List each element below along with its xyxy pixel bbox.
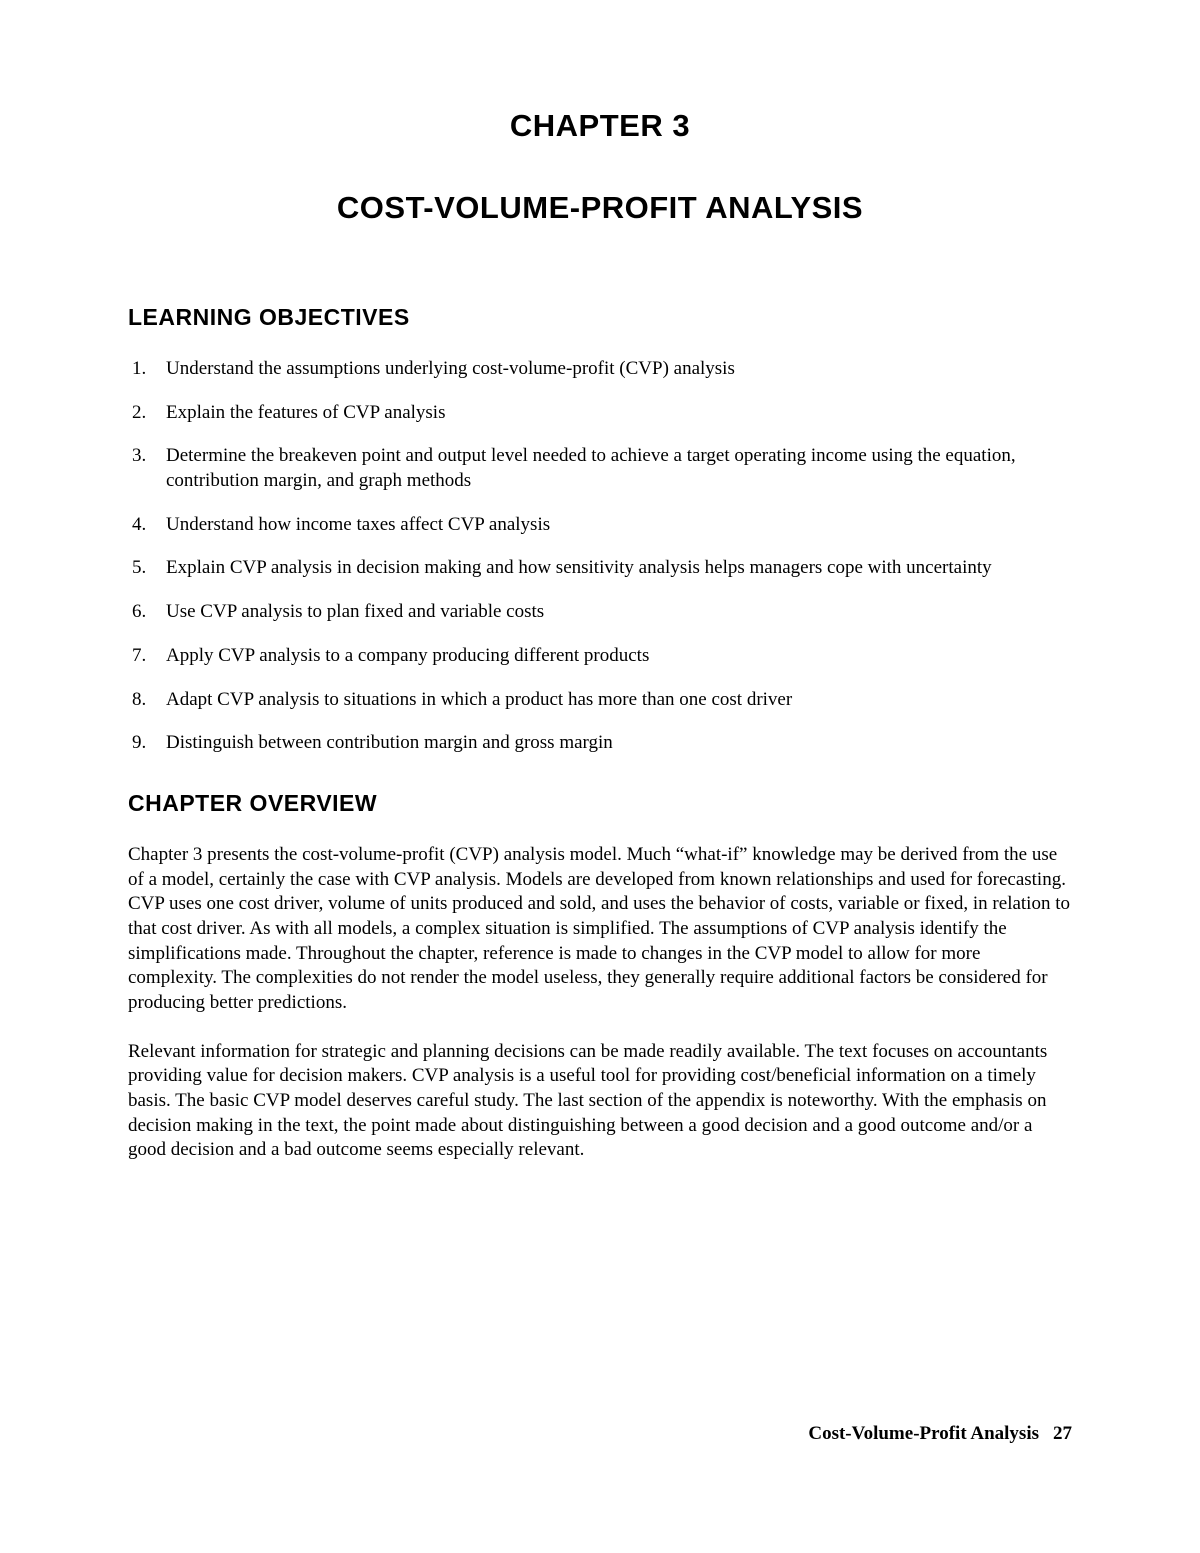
objective-text: Use CVP analysis to plan fixed and varia… [166,600,1072,625]
objective-number: 9. [132,731,166,756]
objective-number: 8. [132,688,166,713]
objective-item: 1.Understand the assumptions underlying … [132,357,1072,382]
objective-number: 3. [132,444,166,493]
objective-text: Explain the features of CVP analysis [166,401,1072,426]
objective-item: 9.Distinguish between contribution margi… [132,731,1072,756]
objective-item: 5.Explain CVP analysis in decision makin… [132,556,1072,581]
objective-item: 8.Adapt CVP analysis to situations in wh… [132,688,1072,713]
objective-number: 5. [132,556,166,581]
page: CHAPTER 3 COST-VOLUME-PROFIT ANALYSIS LE… [0,0,1200,1163]
objective-text: Determine the breakeven point and output… [166,444,1072,493]
objective-text: Adapt CVP analysis to situations in whic… [166,688,1072,713]
objective-text: Explain CVP analysis in decision making … [166,556,1072,581]
objective-number: 6. [132,600,166,625]
objective-item: 7.Apply CVP analysis to a company produc… [132,644,1072,669]
chapter-overview-heading: CHAPTER OVERVIEW [128,790,1072,817]
page-footer: Cost-Volume-Profit Analysis 27 [808,1423,1072,1445]
objective-item: 4.Understand how income taxes affect CVP… [132,513,1072,538]
objective-item: 6.Use CVP analysis to plan fixed and var… [132,600,1072,625]
overview-paragraph: Chapter 3 presents the cost-volume-profi… [128,843,1072,1016]
chapter-number: CHAPTER 3 [128,108,1072,144]
objective-number: 4. [132,513,166,538]
objective-text: Apply CVP analysis to a company producin… [166,644,1072,669]
chapter-title: COST-VOLUME-PROFIT ANALYSIS [128,190,1072,226]
learning-objectives-heading: LEARNING OBJECTIVES [128,304,1072,331]
overview-paragraph: Relevant information for strategic and p… [128,1040,1072,1163]
objective-item: 2.Explain the features of CVP analysis [132,401,1072,426]
objective-number: 2. [132,401,166,426]
objective-text: Understand how income taxes affect CVP a… [166,513,1072,538]
learning-objectives-list: 1.Understand the assumptions underlying … [132,357,1072,756]
objective-text: Distinguish between contribution margin … [166,731,1072,756]
objective-text: Understand the assumptions underlying co… [166,357,1072,382]
objective-number: 1. [132,357,166,382]
footer-page-number: 27 [1053,1423,1072,1444]
footer-title: Cost-Volume-Profit Analysis [808,1423,1039,1444]
objective-item: 3.Determine the breakeven point and outp… [132,444,1072,493]
objective-number: 7. [132,644,166,669]
